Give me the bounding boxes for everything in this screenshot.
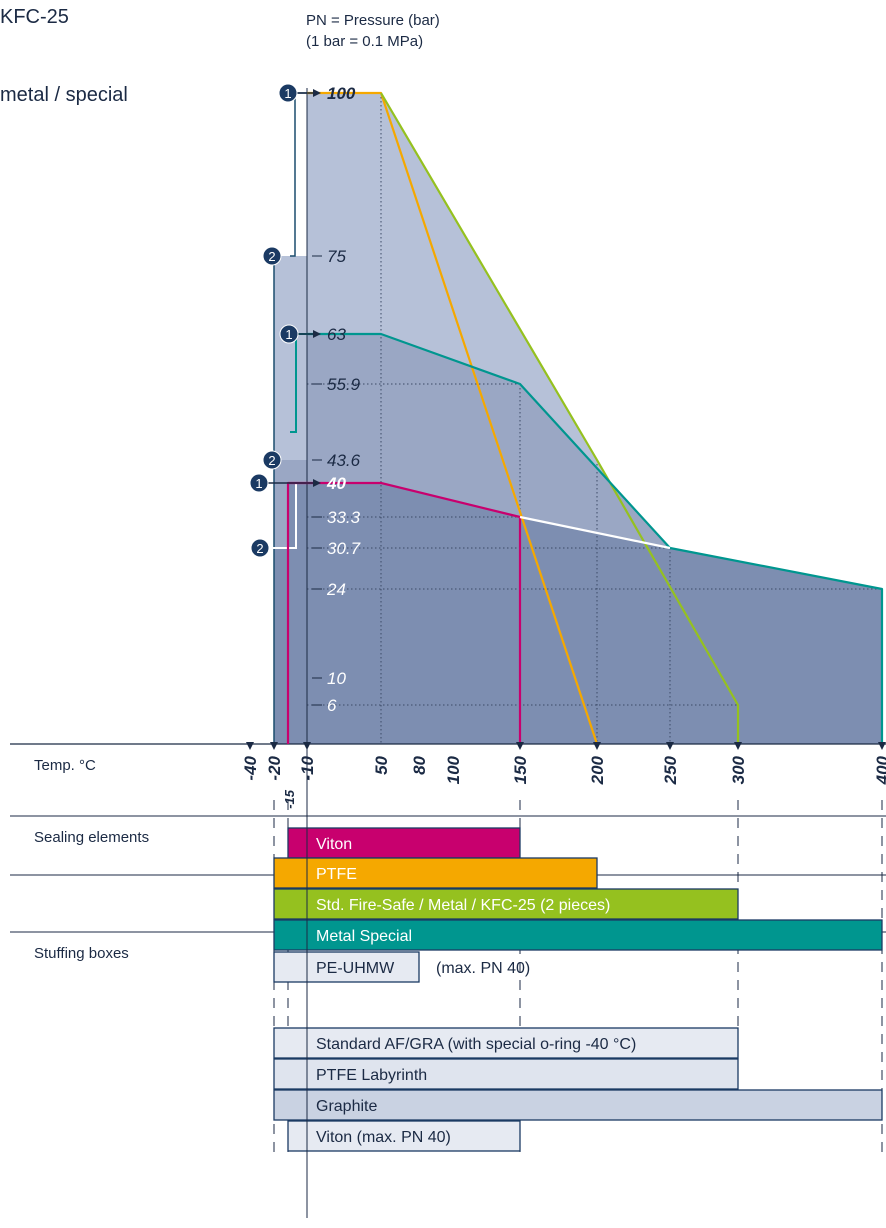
- x-tick-label: -10: [298, 755, 317, 780]
- bar-note: (max. PN 40): [436, 960, 530, 977]
- x-tick-label: 150: [511, 755, 530, 784]
- y-axis-caption-line2: (1 bar = 0.1 MPa): [306, 33, 424, 50]
- x-axis-label: Temp. °C: [34, 757, 96, 774]
- bar-label: PTFE Labyrinth: [316, 1067, 427, 1084]
- chart-title: KFC-25: [0, 6, 69, 29]
- marker-badge: [250, 538, 270, 558]
- marker-badge: [278, 83, 298, 103]
- marker-label: 1: [285, 327, 292, 342]
- x-tick-arrow: [593, 742, 601, 750]
- x-axis: Temp. °C -40 -20 -15-10 50 80 100 150 200 250 300 4…: [34, 742, 886, 809]
- marker-arrow-head: [313, 479, 321, 487]
- y-tick-label: 33.3: [327, 508, 361, 527]
- bar-label: Viton (max. PN 40): [316, 1129, 451, 1146]
- y-tick-label: 75: [327, 247, 346, 266]
- bar-2: [273, 888, 739, 920]
- x-tick-label: 250: [661, 755, 680, 785]
- y-tick-label: 30.7: [327, 539, 361, 558]
- x-tick-label: 80: [410, 755, 429, 774]
- y-tick-label: 24: [326, 580, 346, 599]
- x-tick-arrow: [246, 742, 254, 750]
- bar-1: [273, 857, 598, 889]
- x-tick-arrow: [878, 742, 886, 750]
- x-tick-label: -20: [265, 755, 284, 780]
- marker-arrow-head: [313, 89, 321, 97]
- boundary-step-pn100: [290, 92, 307, 257]
- y-axis-caption-line1: PN = Pressure (bar): [306, 12, 440, 29]
- y-tick-label: 63: [327, 325, 346, 344]
- marker-label: 2: [256, 541, 263, 556]
- bar-4: [273, 951, 420, 983]
- chart-title-line1: KFC-25: [0, 6, 69, 28]
- x-tick-label: 50: [372, 755, 391, 774]
- x-tick-label: 300: [729, 755, 748, 784]
- bar-label: Graphite: [316, 1098, 377, 1115]
- y-tick-label: 10: [327, 669, 346, 688]
- bar-label: Standard AF/GRA (with special o-ring -40…: [316, 1036, 636, 1053]
- stuffing-boxes-label: Stuffing boxes: [34, 945, 129, 962]
- bar-0: [287, 827, 521, 859]
- marker-label: 2: [268, 249, 275, 264]
- bar-label: Std. Fire-Safe / Metal / KFC-25 (2 piece…: [316, 897, 610, 914]
- marker-arrow-head: [313, 330, 321, 338]
- x-tick-arrow: [734, 742, 742, 750]
- bar-label: Metal Special: [316, 928, 412, 945]
- fill-layers: [274, 93, 882, 744]
- y-tick-label: 43.6: [327, 451, 361, 470]
- bar-6: [273, 1058, 739, 1090]
- marker-label: 1: [255, 476, 262, 491]
- x-tick-label: 100: [444, 755, 463, 784]
- x-tick-arrow: [270, 742, 278, 750]
- y-axis-caption: PN = Pressure (bar) (1 bar = 0.1 MPa): [306, 10, 440, 52]
- x-tick-label: -15: [282, 789, 297, 809]
- y-tick-label: 40: [326, 474, 346, 493]
- bar-5: [273, 1027, 739, 1059]
- series-line-3: [286, 481, 522, 744]
- marker-label: 1: [284, 86, 291, 101]
- x-tick-label: 200: [588, 755, 607, 785]
- y-tick-label: 100: [327, 84, 356, 103]
- bars: Viton PTFE Std. Fire-Safe / Metal / KFC-25…: [273, 827, 883, 1152]
- x-tick-label: 400: [873, 755, 886, 785]
- bar-label: PTFE: [316, 866, 357, 883]
- bar-8: [287, 1120, 521, 1152]
- bar-label: PE-UHMW: [316, 960, 395, 977]
- series-line-4: [519, 515, 671, 550]
- marker-badge: [249, 473, 269, 493]
- marker-badge: [262, 450, 282, 470]
- bar-label: Viton: [316, 836, 352, 853]
- x-tick-arrow: [303, 742, 311, 750]
- fill-region-pn40: [274, 483, 882, 744]
- sealing-elements-label: Sealing elements: [34, 829, 149, 846]
- x-tick-arrow: [516, 742, 524, 750]
- series-line-2: [307, 332, 884, 744]
- marker-badge: [279, 324, 299, 344]
- series-line-1: [380, 92, 740, 744]
- y-tick-labels: 100 75 63 55.9 43.6 40 33.3 30.7 24 10 6: [326, 84, 361, 715]
- x-tick-arrow: [666, 742, 674, 750]
- chart-title-line2: metal / special: [0, 84, 128, 106]
- bar-3: [273, 919, 883, 951]
- marker-label: 2: [268, 453, 275, 468]
- marker-badge: [262, 246, 282, 266]
- y-tick-label: 6: [327, 696, 337, 715]
- chart-subtitle: metal / special: [0, 84, 128, 107]
- y-tick-label: 55.9: [327, 375, 361, 394]
- bar-7: [273, 1089, 883, 1121]
- x-tick-label: -40: [241, 755, 260, 780]
